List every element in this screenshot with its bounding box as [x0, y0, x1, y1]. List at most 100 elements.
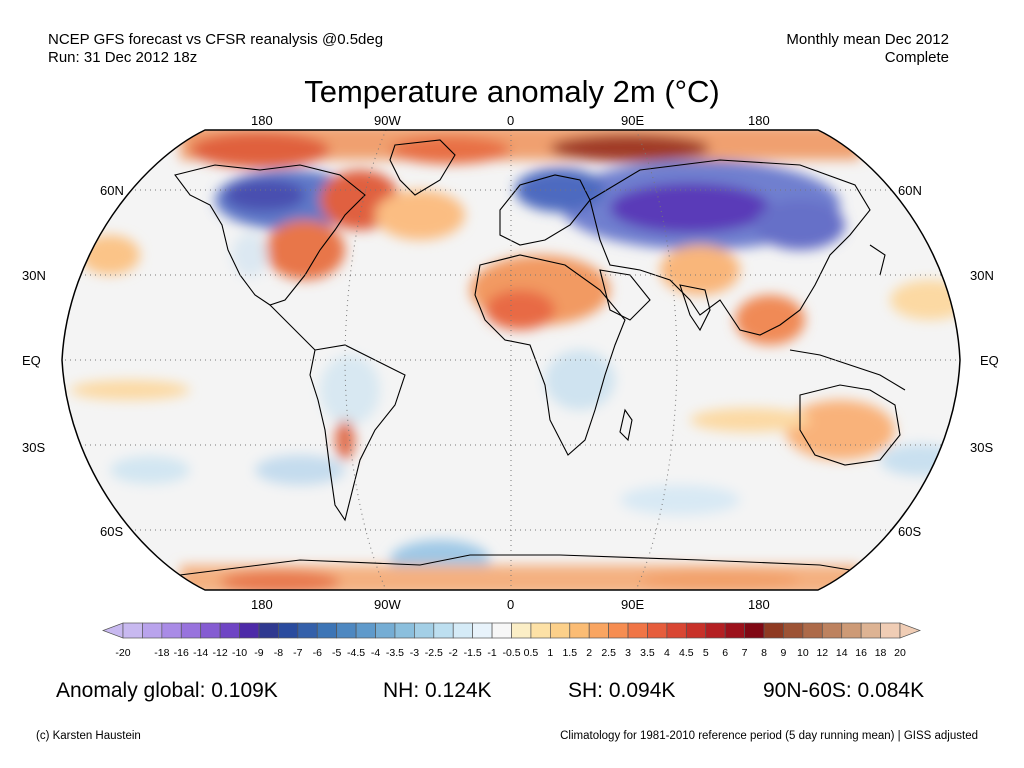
colorbar-tick-label: 3 [625, 647, 631, 659]
colorbar-tick-label: 14 [835, 647, 848, 659]
sh-anomaly: SH: 0.094K [568, 679, 676, 702]
arctic-anomaly: 90N-60S: 0.084K [763, 679, 925, 702]
colorbar-tick-label: 1.5 [562, 647, 578, 659]
status-label: Complete [884, 49, 949, 66]
colorbar-tick-label: 16 [855, 647, 867, 659]
colorbar-cell [375, 622, 396, 639]
map-title: Temperature anomaly 2m (°C) [304, 74, 720, 109]
colorbar-cell [142, 622, 163, 639]
lon-label-top-90e: 90E [621, 113, 645, 128]
colorbar-tick-label: -6 [312, 647, 322, 659]
lat-label-left-60s: 60S [100, 524, 124, 539]
colorbar-tick-label: -1.5 [463, 647, 482, 659]
colorbar-tick-label: 9 [780, 647, 787, 659]
colorbar-tick-label: 4.5 [679, 647, 694, 659]
lon-label-bottom-180w: 180 [251, 597, 273, 612]
colorbar-cell [297, 622, 318, 639]
colorbar-tick-label: 2 [586, 647, 593, 659]
colorbar-tick-label: -4.5 [347, 647, 366, 659]
period-label: Monthly mean Dec 2012 [786, 31, 949, 48]
lat-label-left-30n: 30N [22, 268, 46, 283]
colorbar-tick-label: 6 [722, 647, 729, 659]
colorbar-tick-label: -4 [370, 647, 381, 659]
colorbar-tick-label: 20 [894, 647, 906, 659]
colorbar-cell [880, 622, 901, 639]
lat-label-right-60n: 60N [898, 183, 922, 198]
colorbar-cell [608, 622, 629, 639]
colorbar-tick-label: -10 [231, 647, 248, 659]
colorbar-tick-label: 3.5 [640, 647, 655, 659]
climatology-note: Climatology for 1981-2010 reference peri… [560, 730, 978, 742]
colorbar-tick-label: 4 [663, 647, 670, 659]
colorbar-cell [414, 622, 435, 639]
credit-label: (c) Karsten Haustein [36, 730, 141, 742]
colorbar-cell [666, 622, 687, 639]
colorbar-tick-label: 18 [874, 647, 887, 659]
lat-label-left-30s: 30S [22, 440, 46, 455]
colorbar-tick-label: -0.5 [502, 647, 521, 659]
colorbar-cell [763, 622, 784, 639]
run-label: Run: 31 Dec 2012 18z [48, 49, 198, 66]
lat-label-left-60n: 60N [100, 183, 124, 198]
colorbar-tick-label: -1 [487, 647, 497, 659]
colorbar-cell [724, 622, 745, 639]
lon-label-bottom-90e: 90E [621, 597, 645, 612]
colorbar-cell [744, 622, 765, 639]
colorbar-tick-label: -3.5 [385, 647, 404, 659]
colorbar-cell [491, 622, 512, 639]
colorbar-tick-label: -8 [273, 647, 284, 659]
colorbar-tick-label: -3 [409, 647, 420, 659]
colorbar-cell [472, 622, 493, 639]
colorbar-cell [433, 622, 454, 639]
lon-label-bottom-0: 0 [507, 597, 515, 612]
lon-label-bottom-90w: 90W [374, 597, 401, 612]
colorbar-cell [530, 622, 551, 639]
lon-label-top-90w: 90W [374, 113, 401, 128]
colorbar-cell [511, 622, 532, 639]
colorbar-tick-label: -7 [293, 647, 303, 659]
lon-label-top-180w: 180 [251, 113, 273, 128]
map-field [62, 130, 960, 590]
colorbar-cell [452, 622, 474, 639]
colorbar-cell [161, 622, 182, 639]
lon-label-bottom-180e: 180 [748, 597, 770, 612]
colorbar-tick-label: -2.5 [424, 647, 443, 659]
colorbar-tick-label: 7 [741, 647, 748, 659]
colorbar-tick-label: 12 [816, 647, 829, 659]
colorbar-cell [316, 622, 338, 639]
source-label: NCEP GFS forecast vs CFSR reanalysis @0.… [48, 31, 384, 48]
colorbar-tick-label: 1 [547, 647, 554, 659]
colorbar-cell [258, 622, 279, 639]
colorbar-tick-label: -9 [254, 647, 264, 659]
colorbar-cell [821, 622, 843, 639]
colorbar-tick-label: 0.5 [523, 647, 539, 659]
colorbar-tick-label: 10 [797, 647, 809, 659]
colorbar-tick-label: -20 [115, 647, 131, 659]
colorbar-tick-label: -16 [173, 647, 189, 659]
colorbar-cell [685, 622, 707, 639]
colorbar-tick-label: 5 [702, 647, 709, 659]
colorbar-cell [336, 622, 357, 639]
colorbar-right-arrow [899, 622, 921, 639]
colorbar-cell [219, 622, 240, 639]
colorbar-cell [705, 622, 726, 639]
lon-label-top-180e: 180 [748, 113, 770, 128]
lon-label-top-0: 0 [507, 113, 515, 128]
colorbar-cell [627, 622, 648, 639]
colorbar-cell [394, 622, 415, 639]
colorbar-cell [860, 622, 881, 639]
colorbar-tick-label: -5 [332, 647, 342, 659]
global-anomaly: Anomaly global: 0.109K [56, 679, 278, 702]
lat-label-right-60s: 60S [898, 524, 922, 539]
colorbar-left-arrow [102, 622, 124, 639]
colorbar-tick-label: -14 [193, 647, 209, 659]
colorbar-cell [278, 622, 299, 639]
colorbar-cell [802, 622, 823, 639]
lat-label-right-eq: EQ [980, 353, 999, 368]
colorbar-tick-label: 2.5 [601, 647, 616, 659]
lat-label-left-eq: EQ [22, 353, 41, 368]
colorbar-tick-label: -12 [212, 647, 228, 659]
colorbar-cell [200, 622, 221, 639]
